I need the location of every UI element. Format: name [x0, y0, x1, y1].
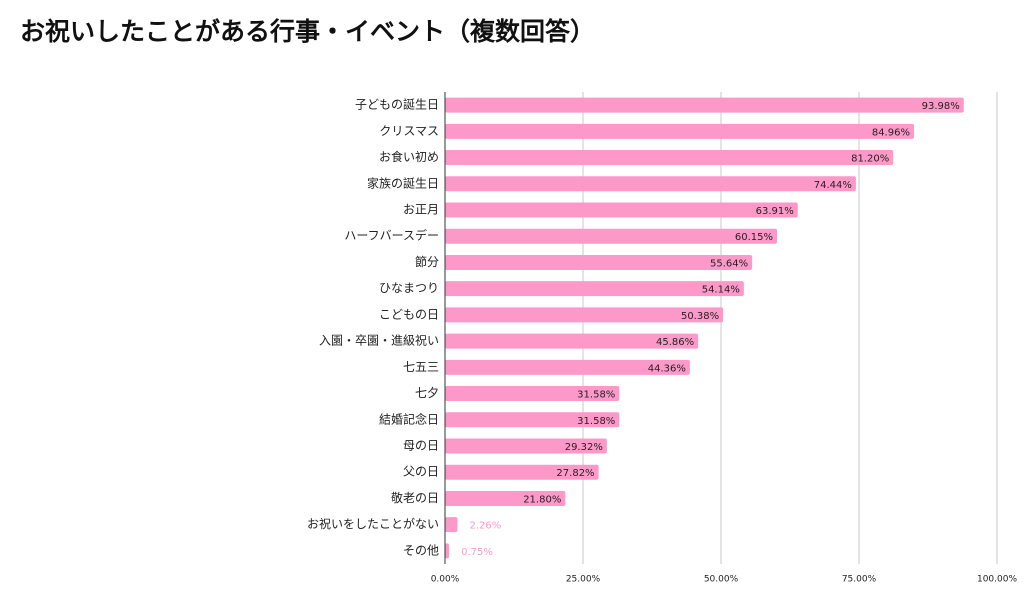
value-label: 0.75% — [461, 547, 493, 558]
x-tick-label: 50.00% — [704, 575, 739, 585]
value-label: 31.58% — [577, 416, 615, 427]
bar — [445, 386, 620, 402]
chart-title: お祝いしたことがある行事・イベント（複数回答） — [20, 17, 595, 46]
y-tick-label: 七五三 — [403, 360, 439, 374]
bar — [445, 176, 856, 192]
bar — [445, 412, 620, 428]
y-tick-label: お食い初め — [379, 149, 439, 164]
y-tick-label: 節分 — [415, 254, 439, 269]
value-label: 50.38% — [681, 311, 719, 322]
y-tick-label: 子どもの誕生日 — [355, 98, 439, 112]
bar — [445, 254, 753, 270]
value-label: 29.32% — [565, 442, 603, 453]
value-label: 74.44% — [814, 180, 852, 191]
x-tick-label: 100.00% — [977, 575, 1017, 585]
y-tick-label: 母の日 — [403, 439, 439, 453]
bar — [445, 202, 798, 218]
value-label: 81.20% — [851, 154, 889, 165]
bar — [445, 307, 724, 323]
y-tick-label: 入園・卒園・進級祝い — [319, 334, 439, 348]
value-label: 31.58% — [577, 390, 615, 401]
value-label: 63.91% — [756, 206, 794, 217]
bar — [445, 333, 699, 349]
bar — [445, 359, 690, 375]
bar — [445, 490, 566, 506]
y-tick-label: お祝いをしたことがない — [307, 516, 439, 531]
bar — [445, 281, 744, 297]
bar — [445, 438, 607, 454]
value-label: 60.15% — [735, 232, 773, 243]
y-tick-label: こどもの日 — [379, 307, 439, 321]
x-tick-label: 75.00% — [842, 575, 877, 585]
bar — [445, 97, 964, 113]
value-label: 54.14% — [702, 285, 740, 296]
bar — [445, 123, 914, 139]
y-tick-label: クリスマス — [379, 124, 439, 138]
bar — [445, 150, 894, 166]
value-label: 93.98% — [922, 101, 960, 112]
value-label: 2.26% — [469, 521, 501, 532]
y-tick-label: ひなまつり — [379, 281, 439, 295]
value-label: 27.82% — [556, 468, 594, 479]
value-label: 44.36% — [648, 363, 686, 374]
y-tick-label: 敬老の日 — [391, 491, 439, 505]
value-label: 55.64% — [710, 258, 748, 269]
value-label: 21.80% — [523, 494, 561, 505]
y-tick-label: ハーフバースデー — [344, 228, 439, 243]
y-tick-label: その他 — [403, 543, 439, 557]
y-tick-label: 父の日 — [403, 465, 439, 479]
y-tick-label: 七夕 — [415, 386, 439, 400]
x-tick-label: 0.00% — [431, 575, 460, 585]
bar — [445, 464, 599, 480]
y-tick-label: 家族の誕生日 — [367, 175, 439, 190]
bar — [445, 517, 458, 533]
x-tick-label: 25.00% — [566, 575, 601, 585]
y-tick-label: お正月 — [403, 203, 439, 217]
value-label: 45.86% — [656, 337, 694, 348]
bar — [445, 228, 778, 244]
bar — [445, 543, 450, 559]
value-label: 84.96% — [872, 127, 910, 138]
y-tick-label: 結婚記念日 — [379, 411, 439, 426]
